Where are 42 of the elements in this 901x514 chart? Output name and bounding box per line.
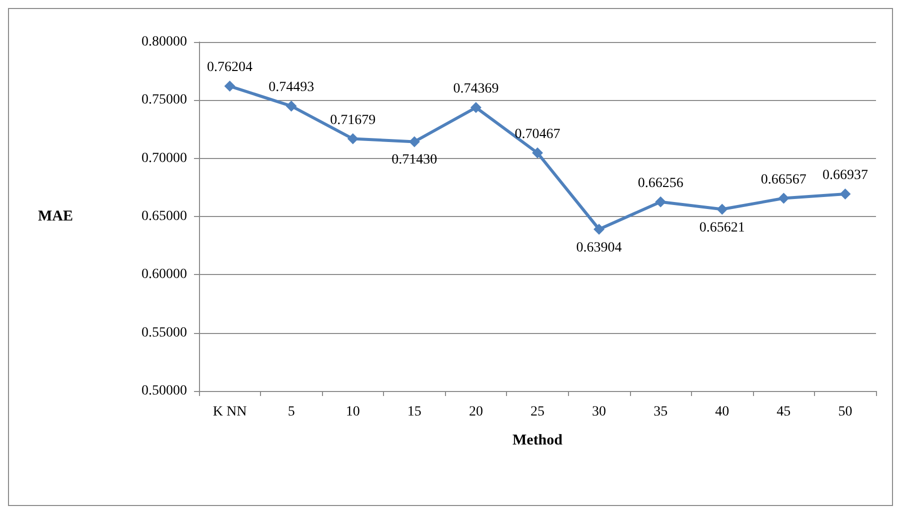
text: 0.71430 — [392, 152, 438, 168]
point — [778, 192, 790, 204]
text: 0.74493 — [268, 80, 314, 96]
text: 0.71679 — [330, 112, 376, 128]
x-tick-label: 25 — [530, 404, 544, 420]
y-tick-label: 0.70000 — [142, 150, 187, 166]
x-tick-label: 5 — [288, 404, 295, 420]
text: 0.63904 — [576, 240, 622, 256]
point — [224, 80, 236, 92]
x-tick-label: 45 — [776, 404, 791, 420]
x-tick-label: 15 — [407, 404, 422, 420]
point — [840, 188, 851, 200]
text: 0.66937 — [822, 168, 868, 183]
point — [532, 147, 543, 158]
text: 0.76204 — [207, 60, 253, 76]
x-axis-title: Method — [512, 432, 564, 448]
y-tick-label: 0.65000 — [142, 209, 187, 224]
text: 0.65621 — [699, 220, 745, 236]
y-tick-label: 0.50000 — [142, 384, 187, 398]
x-tick-label: 40 — [715, 404, 730, 420]
x-tick-label: 50 — [838, 404, 852, 420]
x-tick-label: 10 — [346, 404, 360, 420]
point — [286, 100, 297, 112]
x-tick-label: 35 — [654, 404, 668, 420]
y-tick-label: 0.55000 — [142, 325, 187, 340]
y-tick-label: 0.60000 — [142, 267, 187, 282]
y-axis-title: MAE — [38, 208, 73, 224]
point — [655, 196, 666, 208]
x-tick-label: 20 — [468, 404, 483, 420]
point — [470, 102, 482, 114]
x-tick-label: 30 — [592, 404, 606, 420]
point — [408, 136, 420, 148]
point — [716, 204, 728, 215]
point — [594, 224, 605, 235]
text: 0.70467 — [514, 126, 560, 142]
text: 0.66256 — [638, 176, 684, 191]
x-tick-label: K NN — [212, 404, 247, 420]
text: 0.74369 — [453, 82, 499, 97]
point — [347, 133, 358, 144]
text: 0.66567 — [760, 172, 806, 188]
y-tick-label: 0.80000 — [142, 34, 187, 50]
y-tick-label: 0.75000 — [142, 92, 187, 108]
